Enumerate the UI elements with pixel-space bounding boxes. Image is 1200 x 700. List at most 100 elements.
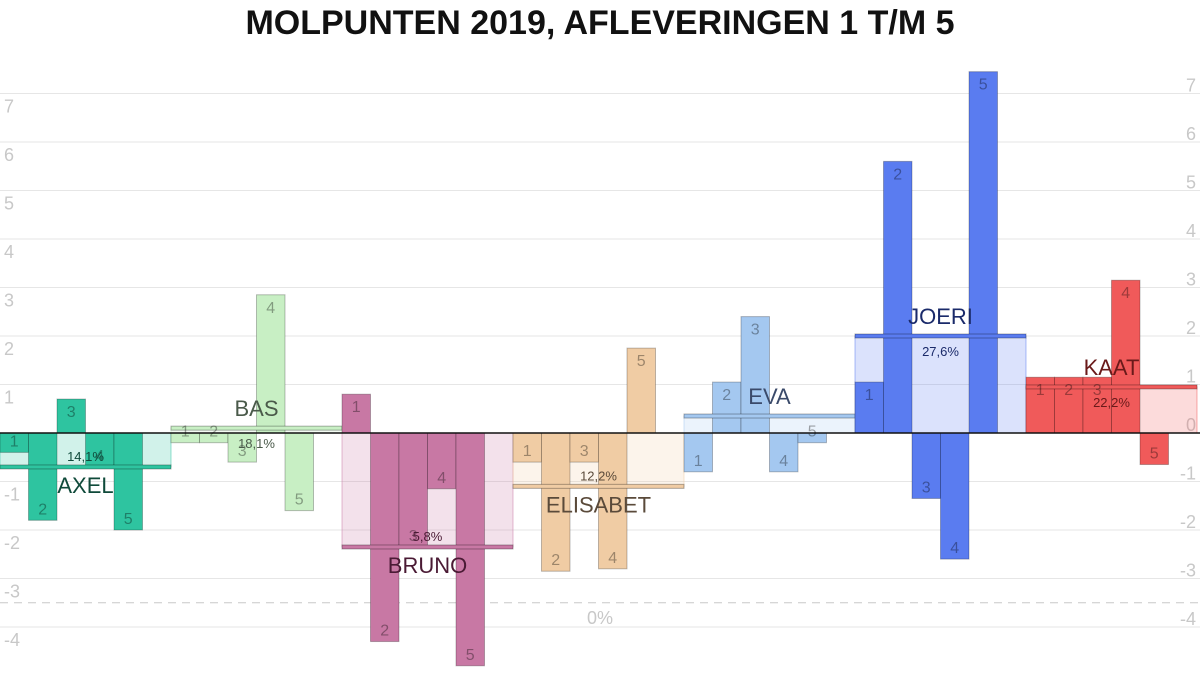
episode-label: 1 [181, 424, 190, 441]
y-tick-left: -3 [4, 582, 20, 602]
episode-label: 3 [751, 322, 760, 339]
episode-label: 3 [238, 443, 247, 460]
candidate-percent: 27,6% [922, 344, 959, 359]
episode-label: 4 [95, 448, 104, 465]
episode-bar [541, 432, 571, 572]
average-line [683, 413, 856, 419]
y-tick-left: 4 [4, 242, 14, 262]
y-tick-right: 7 [1186, 76, 1196, 96]
candidate-percent: 18,1% [238, 436, 275, 451]
y-tick-right: 3 [1186, 270, 1196, 290]
episode-bar [683, 432, 713, 473]
episode-label: 1 [694, 453, 703, 470]
episode-label: 2 [893, 166, 902, 183]
y-tick-left: 3 [4, 291, 14, 311]
y-tick-left: 7 [4, 97, 14, 117]
episode-bar [911, 432, 941, 499]
episode-bar [598, 432, 628, 570]
episode-label: 5 [979, 77, 988, 94]
y-tick-left: -4 [4, 630, 20, 650]
candidate-name: BAS [234, 396, 278, 421]
episode-bar [28, 432, 58, 521]
episode-bar [284, 432, 314, 512]
episode-bar [370, 432, 400, 643]
episode-label: 2 [38, 501, 47, 518]
episode-label: 5 [808, 424, 817, 441]
candidate-percent: 22,2% [1093, 395, 1130, 410]
y-tick-right: -1 [1180, 464, 1196, 484]
average-line [170, 425, 343, 431]
episode-bar [256, 294, 286, 434]
candidate-name: ELISABET [546, 492, 651, 517]
y-tick-right: -2 [1180, 512, 1196, 532]
episode-label: 2 [722, 387, 731, 404]
episode-label: 5 [1150, 446, 1159, 463]
episode-label: 5 [295, 492, 304, 509]
episode-label: 4 [608, 550, 617, 567]
episode-label: 2 [380, 623, 389, 640]
y-tick-left: 2 [4, 339, 14, 359]
candidate-name: KAAT [1084, 355, 1140, 380]
y-tick-left: 5 [4, 194, 14, 214]
episode-label: 5 [637, 353, 646, 370]
y-tick-right: 1 [1186, 367, 1196, 387]
average-line [512, 483, 685, 489]
y-tick-right: 5 [1186, 173, 1196, 193]
episode-label: 1 [10, 433, 19, 450]
episode-label: 3 [409, 528, 418, 545]
y-tick-left: 1 [4, 388, 14, 408]
episode-bar [1111, 279, 1141, 434]
episode-label: 1 [523, 443, 532, 460]
episode-bar [455, 432, 485, 667]
candidate-name: JOERI [908, 304, 973, 329]
average-line [341, 544, 514, 550]
episode-bar [341, 393, 371, 434]
y-tick-right: 4 [1186, 221, 1196, 241]
candidate-percent: 5,8% [413, 529, 443, 544]
episode-bar [740, 316, 770, 434]
episode-label: 3 [580, 443, 589, 460]
y-tick-right: 6 [1186, 124, 1196, 144]
average-line [0, 464, 172, 470]
y-tick-right: -3 [1180, 561, 1196, 581]
episode-bar [968, 71, 998, 434]
candidate-name: BRUNO [388, 553, 467, 578]
y-tick-left: -2 [4, 533, 20, 553]
labels: 1 2 3 4 5 AXEL 14,1% 1 2 3 4 5 BAS 18,1% 1 2 3 4 5 BRUNO 5,8… [10, 77, 1159, 664]
episode-label: 1 [865, 387, 874, 404]
episode-label: 4 [950, 540, 959, 557]
average-line [854, 333, 1027, 339]
episode-label: 4 [266, 300, 275, 317]
episode-label: 4 [437, 470, 446, 487]
episode-bar [883, 160, 913, 434]
episode-label: 2 [551, 552, 560, 569]
episode-label: 4 [779, 453, 788, 470]
episode-label: 1 [1036, 382, 1045, 399]
candidate-name: AXEL [57, 473, 113, 498]
average-line [1025, 384, 1198, 390]
episode-label: 2 [209, 424, 218, 441]
candidate-percent: 14,1% [67, 449, 104, 464]
episode-label: 1 [352, 399, 361, 416]
chart-title: MOLPUNTEN 2019, AFLEVERINGEN 1 T/M 5 [245, 4, 954, 42]
baseline-label: 0% [587, 608, 613, 628]
episode-label: 3 [1093, 382, 1102, 399]
y-tick-left: 6 [4, 145, 14, 165]
candidate-percent: 12,2% [580, 468, 617, 483]
bars [0, 71, 1200, 667]
episode-label: 3 [67, 404, 76, 421]
episode-label: 4 [1121, 285, 1130, 302]
y-tick-right: 0 [1186, 415, 1196, 435]
episode-bar [626, 347, 656, 434]
y-tick-right: -4 [1180, 609, 1196, 629]
episode-label: 5 [124, 511, 133, 528]
episode-bar [398, 432, 428, 548]
episode-label: 5 [466, 647, 475, 664]
baseline-reference: 0% [587, 608, 613, 628]
episode-bar [427, 432, 457, 490]
y-tick-right: 2 [1186, 318, 1196, 338]
episode-label: 3 [922, 479, 931, 496]
candidate-name: EVA [748, 384, 791, 409]
episode-label: 2 [1064, 382, 1073, 399]
